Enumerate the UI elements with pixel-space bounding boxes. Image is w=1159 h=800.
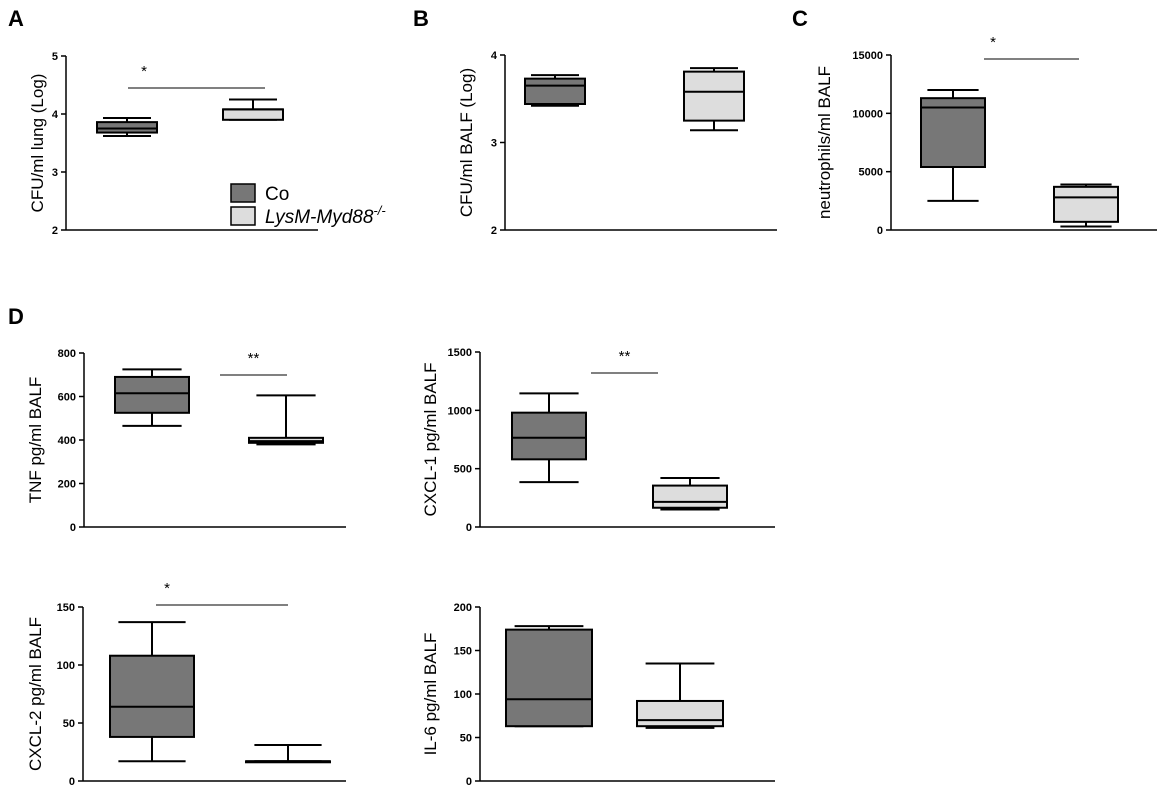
- panel-c-chart: 0 5000 10000 15000 neutrophils/ml BALF *: [815, 34, 1157, 237]
- box-iqr: [683, 70, 745, 122]
- box-co: [505, 625, 593, 728]
- box-co: [114, 368, 190, 427]
- box-iqr: [920, 97, 986, 168]
- significance-label: **: [248, 350, 260, 367]
- box-iqr: [96, 121, 158, 134]
- legend: Co LysM-Myd88-/-: [230, 183, 386, 228]
- panel-letter-a: A: [8, 6, 24, 31]
- legend-label-ko-superscript: -/-: [373, 203, 386, 218]
- y-tick-label: 2: [491, 225, 497, 237]
- y-tick-label: 200: [454, 602, 472, 614]
- box-iqr: [109, 654, 195, 738]
- y-axis-label: CXCL-2 pg/ml BALF: [26, 617, 45, 771]
- y-tick-label: 0: [877, 225, 883, 237]
- significance-label: **: [619, 348, 631, 365]
- y-tick-label: 1500: [448, 347, 472, 359]
- significance-label: *: [990, 34, 996, 51]
- panel-d-cxcl2-chart: 0 50 100 150 CXCL-2 pg/ml BALF *: [26, 580, 346, 788]
- box-co: [109, 621, 195, 763]
- y-tick-label: 600: [58, 392, 76, 404]
- legend-swatch-co: [230, 183, 256, 203]
- box-lysm-myd88: [1053, 183, 1119, 228]
- legend-swatch-ko: [230, 206, 256, 226]
- y-tick-label: 200: [58, 479, 76, 491]
- y-tick-label: 4: [52, 109, 59, 121]
- panel-a-chart: 2 3 4 5 CFU/ml lung (Log) *: [28, 51, 318, 237]
- box-iqr: [114, 375, 190, 414]
- box-co: [524, 74, 586, 107]
- y-tick-label: 0: [69, 776, 75, 788]
- box-iqr: [505, 628, 593, 728]
- box-co: [96, 117, 158, 138]
- y-tick-label: 4: [491, 50, 498, 62]
- box-co: [511, 392, 587, 484]
- y-tick-label: 150: [57, 602, 75, 614]
- y-tick-label: 0: [466, 522, 472, 534]
- y-tick-label: 400: [58, 435, 76, 447]
- panel-d-cxcl1-chart: 0 500 1000 1500 CXCL-1 pg/ml BALF **: [421, 347, 775, 534]
- panel-d-il6-chart: 0 50 100 150 200 IL-6 pg/ml BALF: [421, 602, 775, 788]
- y-tick-label: 3: [52, 167, 58, 179]
- significance-label: *: [141, 63, 147, 80]
- panel-b-chart: 2 3 4 CFU/ml BALF (Log): [457, 50, 777, 237]
- box-lysm-myd88: [652, 477, 728, 511]
- box-lysm-myd88: [245, 744, 331, 764]
- y-tick-label: 3: [491, 138, 497, 150]
- y-tick-label: 100: [57, 660, 75, 672]
- legend-label-ko: LysM-Myd88-/-: [265, 203, 386, 228]
- y-tick-label: 50: [63, 718, 75, 730]
- box-iqr: [1053, 185, 1119, 223]
- box-iqr: [524, 77, 586, 105]
- y-axis-label: IL-6 pg/ml BALF: [421, 633, 440, 756]
- box-iqr: [652, 484, 728, 509]
- y-tick-label: 10000: [852, 108, 883, 120]
- panel-d-tnf-chart: 0 200 400 600 800 TNF pg/ml BALF **: [26, 348, 346, 534]
- legend-label-co: Co: [265, 184, 289, 205]
- y-tick-label: 15000: [852, 50, 883, 62]
- y-axis-label: CFU/ml lung (Log): [28, 74, 47, 213]
- box-lysm-myd88: [636, 662, 724, 729]
- y-tick-label: 0: [70, 522, 76, 534]
- y-tick-label: 50: [460, 733, 472, 745]
- y-tick-label: 100: [454, 689, 472, 701]
- y-axis-label: TNF pg/ml BALF: [26, 377, 45, 504]
- box-iqr: [222, 108, 284, 121]
- y-tick-label: 5000: [859, 167, 883, 179]
- box-lysm-myd88: [248, 394, 324, 446]
- box-lysm-myd88: [222, 98, 284, 121]
- y-axis-label: neutrophils/ml BALF: [815, 66, 834, 219]
- y-tick-label: 5: [52, 51, 58, 63]
- panel-letter-d: D: [8, 304, 24, 329]
- significance-label: *: [164, 580, 170, 597]
- legend-label-ko-main: LysM-Myd88: [265, 207, 374, 228]
- panel-letter-b: B: [413, 6, 429, 31]
- box-co: [920, 89, 986, 202]
- y-tick-label: 1000: [448, 405, 472, 417]
- y-tick-label: 0: [466, 776, 472, 788]
- y-tick-label: 800: [58, 348, 76, 360]
- box-iqr: [636, 699, 724, 728]
- box-lysm-myd88: [683, 67, 745, 132]
- box-iqr: [511, 411, 587, 461]
- y-tick-label: 150: [454, 646, 472, 658]
- y-tick-label: 2: [52, 225, 58, 237]
- y-axis-label: CFU/ml BALF (Log): [457, 68, 476, 217]
- panel-letter-c: C: [792, 6, 808, 31]
- y-axis-label: CXCL-1 pg/ml BALF: [421, 363, 440, 517]
- y-tick-label: 500: [454, 464, 472, 476]
